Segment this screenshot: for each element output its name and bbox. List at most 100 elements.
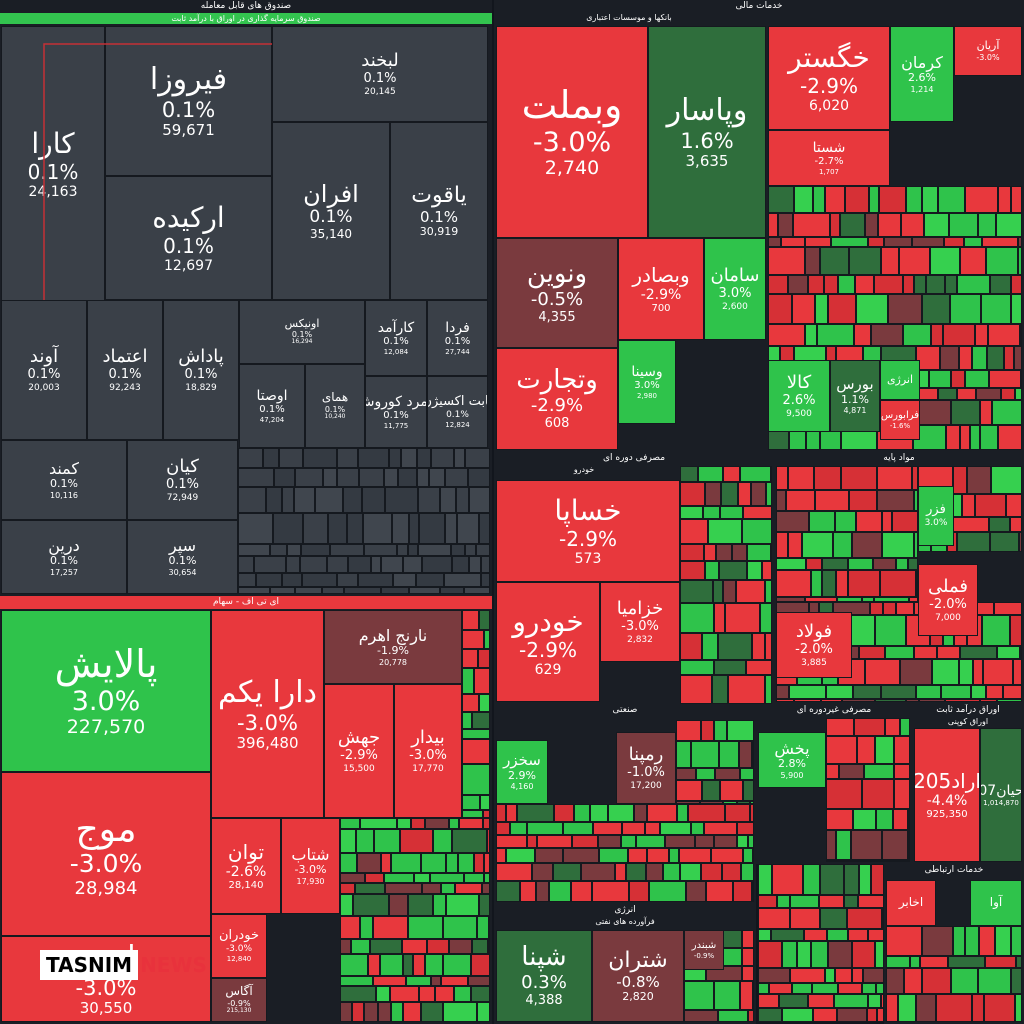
mini-tile[interactable] bbox=[482, 883, 490, 894]
mini-tile[interactable] bbox=[414, 873, 430, 883]
mini-tile[interactable] bbox=[1010, 615, 1022, 646]
mini-tile[interactable] bbox=[768, 324, 805, 346]
mini-tile[interactable] bbox=[910, 956, 920, 968]
mini-tile[interactable] bbox=[680, 482, 705, 506]
mini-tile[interactable] bbox=[830, 213, 840, 237]
mini-tile[interactable] bbox=[953, 517, 989, 532]
mini-tile[interactable] bbox=[742, 966, 754, 981]
mini-tile[interactable] bbox=[809, 511, 835, 532]
mini-tile[interactable] bbox=[380, 954, 403, 976]
mini-tile[interactable] bbox=[446, 853, 458, 873]
mini-tile[interactable] bbox=[636, 835, 665, 848]
mini-tile[interactable] bbox=[646, 863, 663, 881]
mini-tile[interactable] bbox=[592, 881, 629, 902]
mini-tile[interactable] bbox=[708, 519, 742, 544]
mini-tile[interactable] bbox=[362, 487, 385, 513]
mini-tile[interactable] bbox=[368, 954, 380, 976]
mini-tile[interactable] bbox=[820, 247, 849, 275]
mini-tile[interactable] bbox=[1004, 346, 1014, 370]
mini-tile[interactable] bbox=[340, 818, 360, 829]
mini-tile[interactable] bbox=[815, 294, 828, 324]
mini-tile[interactable] bbox=[873, 558, 896, 570]
mini-tile[interactable] bbox=[743, 506, 772, 519]
mini-tile[interactable] bbox=[853, 685, 881, 699]
mini-tile[interactable] bbox=[896, 558, 908, 570]
mini-tile[interactable] bbox=[343, 487, 362, 513]
mini-tile[interactable] bbox=[914, 275, 926, 294]
mini-tile[interactable] bbox=[680, 544, 704, 561]
mini-tile[interactable] bbox=[464, 587, 490, 594]
mini-tile[interactable] bbox=[943, 324, 975, 346]
mini-tile[interactable] bbox=[836, 570, 848, 597]
mini-tile[interactable] bbox=[837, 1008, 867, 1022]
mini-tile[interactable] bbox=[479, 694, 490, 712]
mini-tile[interactable] bbox=[812, 983, 838, 994]
mini-tile[interactable] bbox=[446, 894, 479, 916]
mini-tile[interactable] bbox=[848, 570, 880, 597]
mini-tile[interactable] bbox=[363, 513, 392, 544]
mini-tile[interactable] bbox=[714, 720, 727, 741]
mini-tile[interactable] bbox=[563, 848, 599, 863]
mini-tile[interactable] bbox=[1003, 685, 1022, 699]
mini-tile[interactable] bbox=[821, 699, 842, 702]
mini-tile[interactable] bbox=[740, 466, 771, 482]
mini-tile[interactable] bbox=[837, 597, 862, 602]
mini-tile[interactable] bbox=[403, 954, 413, 976]
mini-tile[interactable] bbox=[706, 881, 733, 902]
tile-arian[interactable]: آریان -3.0% bbox=[954, 26, 1022, 76]
mini-tile[interactable] bbox=[647, 804, 677, 822]
mini-tile[interactable] bbox=[752, 881, 754, 902]
mini-tile[interactable] bbox=[855, 275, 874, 294]
mini-tile[interactable] bbox=[680, 603, 714, 633]
mini-tile[interactable] bbox=[474, 668, 490, 694]
mini-tile[interactable] bbox=[287, 544, 301, 556]
mini-tile[interactable] bbox=[416, 573, 444, 587]
mini-tile[interactable] bbox=[976, 388, 1001, 400]
mini-tile[interactable] bbox=[479, 610, 490, 630]
mini-tile[interactable] bbox=[900, 659, 932, 685]
tile-kara[interactable]: کارا 0.1% 24,163 bbox=[1, 26, 105, 302]
mini-tile[interactable] bbox=[771, 929, 804, 941]
mini-tile[interactable] bbox=[680, 466, 698, 482]
mini-tile[interactable] bbox=[986, 685, 1003, 699]
mini-tile[interactable] bbox=[422, 556, 452, 573]
mini-tile[interactable] bbox=[718, 1010, 748, 1022]
mini-tile[interactable] bbox=[371, 556, 381, 573]
mini-tile[interactable] bbox=[327, 556, 348, 573]
mini-tile[interactable] bbox=[427, 939, 449, 954]
tile-kian[interactable]: کیان 0.1% 72,949 bbox=[127, 440, 238, 520]
mini-tile[interactable] bbox=[748, 835, 754, 848]
mini-tile[interactable] bbox=[340, 916, 360, 939]
mini-tile[interactable] bbox=[301, 544, 330, 556]
mini-tile[interactable] bbox=[747, 561, 762, 580]
mini-tile[interactable] bbox=[854, 324, 871, 346]
mini-tile[interactable] bbox=[875, 941, 884, 968]
mini-tile[interactable] bbox=[340, 976, 373, 986]
mini-tile[interactable] bbox=[571, 881, 592, 902]
mini-tile[interactable] bbox=[820, 908, 847, 929]
mini-tile[interactable] bbox=[355, 883, 385, 894]
mini-tile[interactable] bbox=[360, 818, 397, 829]
mini-tile[interactable] bbox=[831, 237, 868, 247]
mini-tile[interactable] bbox=[951, 968, 978, 994]
mini-tile[interactable] bbox=[805, 324, 817, 346]
tile-kerman[interactable]: کرمان 2.6% 1,214 bbox=[890, 26, 954, 122]
mini-tile[interactable] bbox=[805, 247, 820, 275]
mini-tile[interactable] bbox=[914, 490, 918, 511]
mini-tile[interactable] bbox=[723, 801, 737, 804]
tile-etemad[interactable]: اعتماد 0.1% 92,243 bbox=[87, 300, 163, 440]
mini-tile[interactable] bbox=[929, 370, 951, 388]
mini-tile[interactable] bbox=[441, 976, 468, 986]
mini-tile[interactable] bbox=[852, 968, 863, 983]
mini-tile[interactable] bbox=[705, 482, 721, 506]
mini-tile[interactable] bbox=[817, 324, 854, 346]
tile-firooza[interactable]: فیروزا 0.1% 59,671 bbox=[105, 26, 272, 176]
mini-tile[interactable] bbox=[496, 848, 506, 863]
mini-tile[interactable] bbox=[1006, 494, 1022, 517]
mini-tile[interactable] bbox=[696, 768, 715, 780]
mini-tile[interactable] bbox=[676, 768, 696, 780]
mini-tile[interactable] bbox=[469, 556, 481, 573]
mini-tile[interactable] bbox=[786, 490, 815, 511]
mini-tile[interactable] bbox=[980, 425, 998, 450]
mini-tile[interactable] bbox=[496, 822, 510, 835]
